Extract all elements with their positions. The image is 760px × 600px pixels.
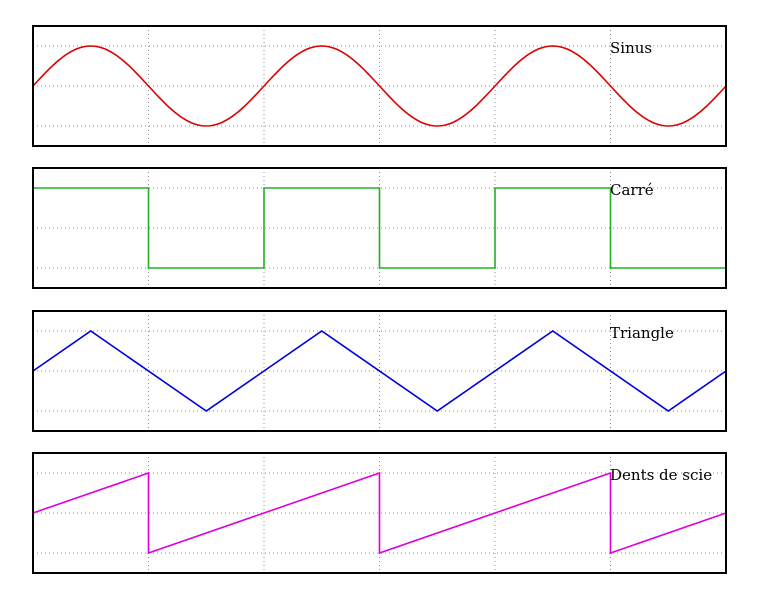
panel-frame xyxy=(32,167,727,289)
panel-label: Carré xyxy=(610,181,654,199)
waveform-trace xyxy=(32,330,727,412)
panel-label: Triangle xyxy=(610,324,674,342)
panel-label: Dents de scie xyxy=(610,466,712,484)
panel-frame xyxy=(32,25,727,147)
panel-dents-de-scie: Dents de scie xyxy=(32,452,727,574)
panel-label: Sinus xyxy=(610,39,652,57)
panel-frame xyxy=(32,310,727,432)
panel-triangle: Triangle xyxy=(32,310,727,432)
waveform-panels: Sinus Carré Triangle Dents de scie xyxy=(32,25,727,574)
panel-carre: Carré xyxy=(32,167,727,289)
waveform-trace xyxy=(33,187,726,269)
panel-sinus: Sinus xyxy=(32,25,727,147)
waveform-trace xyxy=(32,471,727,555)
panel-frame xyxy=(32,452,727,574)
waveform-trace xyxy=(32,45,727,127)
